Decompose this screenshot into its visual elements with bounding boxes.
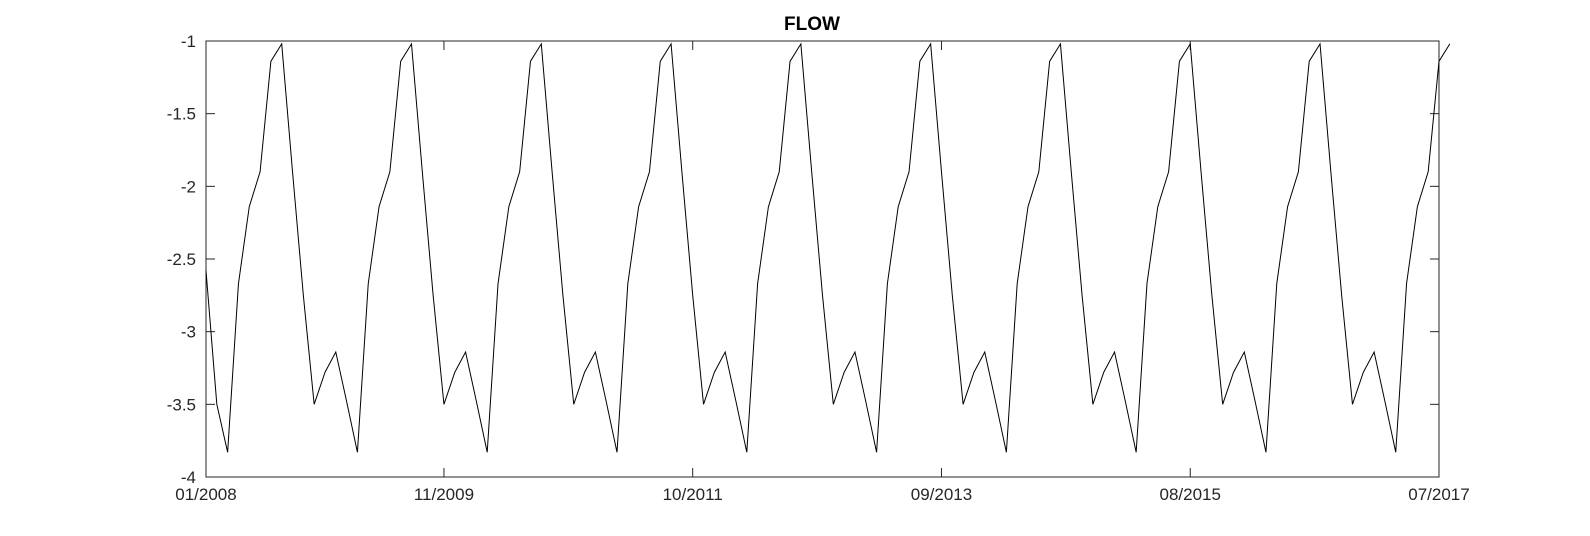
y-tick-label: -2	[181, 177, 196, 196]
x-tick-label: 01/2008	[175, 485, 236, 504]
y-tick-label: -2.5	[167, 250, 196, 269]
flow-series-line	[205, 42, 1451, 453]
series-layer	[205, 42, 1451, 453]
y-axis: -1 -1.5 -2 -2.5 -3 -3.5 -4	[167, 32, 1439, 487]
x-tick-label: 07/2017	[1408, 485, 1469, 504]
x-tick-label: 10/2011	[663, 485, 723, 504]
x-tick-label: 11/2009	[414, 485, 474, 504]
plot-area	[205, 40, 1440, 478]
x-axis: 01/2008 11/2009 10/2011 09/2013 08/2015 07/20…	[175, 41, 1470, 504]
y-tick-label: -4	[181, 468, 196, 487]
y-tick-label: -1	[181, 32, 196, 51]
y-tick-label: -1.5	[167, 105, 196, 124]
y-tick-label: -3.5	[167, 395, 196, 414]
x-tick-label: 09/2013	[911, 485, 972, 504]
y-tick-label: -3	[181, 323, 196, 342]
chart-title: FLOW	[784, 14, 840, 35]
x-tick-label: 08/2015	[1160, 485, 1221, 504]
axes-box	[205, 40, 1440, 478]
